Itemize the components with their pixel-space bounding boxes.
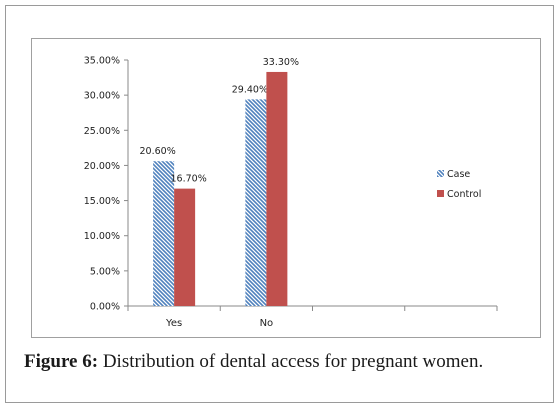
data-label: 29.40% xyxy=(232,84,268,95)
bar-control xyxy=(174,188,196,306)
y-tick-label: 15.00% xyxy=(84,196,120,207)
y-tick-label: 30.00% xyxy=(84,91,120,102)
y-tick-label: 20.00% xyxy=(84,161,120,172)
chart-area: 0.00% 5.00% 10.00% 15.00% 20.00% 25.00% 30.00%… xyxy=(31,38,541,338)
x-tick-label: No xyxy=(260,318,274,329)
y-tick-label: 5.00% xyxy=(90,266,120,277)
legend-label: Case xyxy=(447,169,470,180)
bar-control xyxy=(266,71,288,306)
legend-swatch-case xyxy=(437,170,444,177)
bar-case xyxy=(153,161,175,306)
data-label: 33.30% xyxy=(263,57,299,68)
y-tick-label: 0.00% xyxy=(90,302,120,313)
bar-chart: 0.00% 5.00% 10.00% 15.00% 20.00% 25.00% 30.00%… xyxy=(84,56,498,329)
legend-swatch-control xyxy=(437,190,444,197)
x-tick-label: Yes xyxy=(165,318,182,329)
caption-label: Figure 6: xyxy=(24,351,99,372)
figure-caption: Figure 6: Distribution of dental access … xyxy=(24,351,544,373)
y-tick-label: 10.00% xyxy=(84,231,120,242)
data-label: 20.60% xyxy=(140,146,176,157)
bar-case xyxy=(245,99,267,306)
y-tick-label: 25.00% xyxy=(84,126,120,137)
plot-layer: 0.00% 5.00% 10.00% 15.00% 20.00% 25.00% 30.00%… xyxy=(84,56,498,329)
y-tick-label: 35.00% xyxy=(84,56,120,67)
caption-text: Distribution of dental access for pregna… xyxy=(98,351,484,372)
figure-frame: 0.00% 5.00% 10.00% 15.00% 20.00% 25.00% 30.00%… xyxy=(5,5,554,403)
data-label: 16.70% xyxy=(171,174,207,185)
legend-label: Control xyxy=(447,189,481,200)
